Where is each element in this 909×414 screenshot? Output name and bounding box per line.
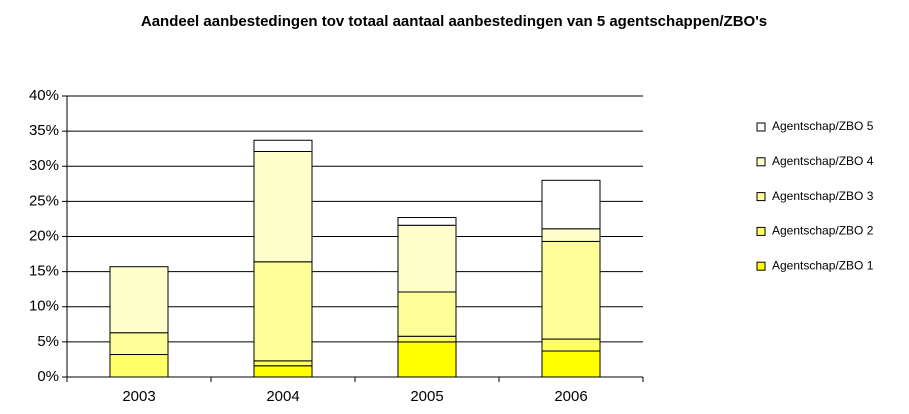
x-tick-label: 2003: [122, 388, 155, 405]
bar-segment: [541, 338, 601, 352]
bar-segment: [253, 139, 313, 152]
y-tick-label: 15%: [29, 263, 59, 280]
bar-segment: [253, 360, 313, 367]
legend-swatch: [756, 261, 766, 271]
legend-label: Agentschap/ZBO 5: [772, 119, 874, 133]
y-tick-label: 20%: [29, 227, 59, 244]
bar-segment: [541, 350, 601, 378]
y-tick-label: 40%: [29, 87, 59, 104]
legend-swatch: [756, 192, 766, 202]
legend-swatch: [756, 122, 766, 132]
bar-segment: [253, 150, 313, 263]
bar-segment: [541, 240, 601, 340]
bar-segment: [397, 291, 457, 337]
legend-label: Agentschap/ZBO 1: [772, 258, 874, 272]
bar-segment: [397, 224, 457, 293]
y-tick-label: 10%: [29, 298, 59, 315]
x-tick-label: 2004: [266, 388, 299, 405]
bar-segment: [541, 228, 601, 242]
y-tick-label: 30%: [29, 157, 59, 174]
bar-segment: [541, 179, 601, 230]
bar-segment: [397, 217, 457, 226]
bar-segment: [109, 266, 169, 334]
bar-segment: [253, 365, 313, 378]
legend-label: Agentschap/ZBO 4: [772, 154, 874, 168]
chart-title: Aandeel aanbestedingen tov totaal aantaa…: [140, 13, 768, 30]
x-tick-label: 2005: [410, 388, 443, 405]
y-tick-label: 25%: [29, 192, 59, 209]
legend-swatch: [756, 226, 766, 236]
y-tick-label: 5%: [37, 333, 59, 350]
y-tick-label: 0%: [37, 368, 59, 385]
x-tick-label: 2006: [554, 388, 587, 405]
bar-segment: [397, 335, 457, 343]
bar-segment: [109, 354, 169, 378]
y-tick-label: 35%: [29, 122, 59, 139]
bar-segment: [109, 332, 169, 356]
legend-swatch: [756, 157, 766, 167]
legend-label: Agentschap/ZBO 2: [772, 224, 874, 238]
bar-segment: [397, 341, 457, 378]
bar-segment: [253, 261, 313, 362]
legend-label: Agentschap/ZBO 3: [772, 189, 874, 203]
